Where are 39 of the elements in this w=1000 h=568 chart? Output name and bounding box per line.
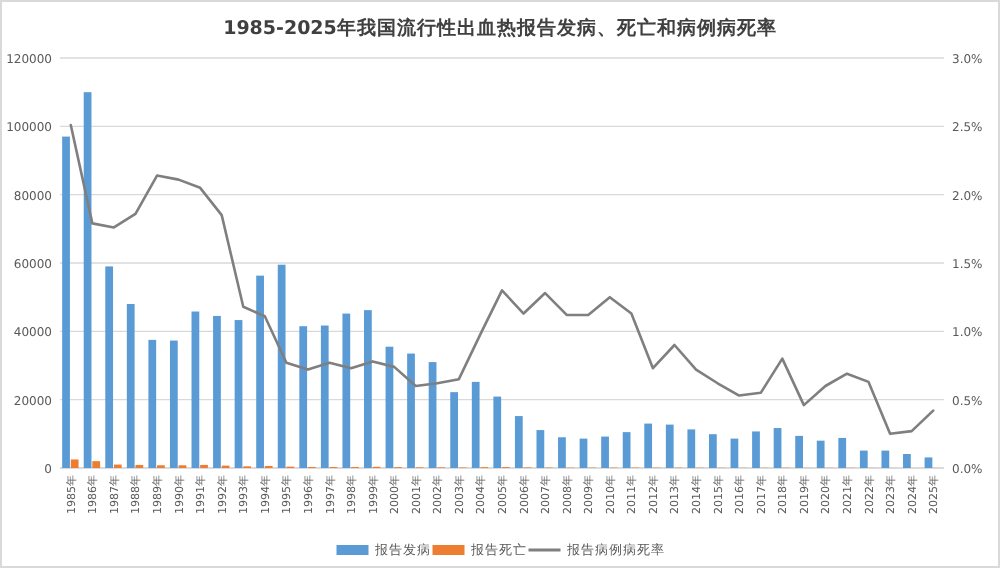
bar	[92, 461, 101, 468]
bar	[601, 436, 609, 468]
bar	[277, 264, 286, 468]
bar	[450, 392, 459, 468]
bar	[816, 440, 825, 468]
bar	[364, 310, 372, 468]
bar	[471, 381, 480, 468]
bar	[256, 275, 264, 468]
bar	[687, 429, 696, 468]
bar	[838, 437, 847, 468]
bar	[795, 435, 803, 468]
bar	[299, 326, 308, 468]
bar	[62, 136, 70, 468]
bar	[342, 313, 351, 468]
bar	[773, 428, 782, 468]
bar	[558, 437, 566, 468]
bar	[644, 423, 653, 468]
chart-title: 1985-2025年我国流行性出血热报告发病、死亡和病例病死率	[223, 16, 777, 40]
bar	[126, 304, 135, 468]
bar	[665, 424, 674, 468]
bar	[514, 416, 523, 468]
bar	[493, 396, 502, 468]
bar	[234, 320, 243, 468]
bar	[169, 340, 178, 468]
bar	[622, 432, 631, 468]
bar	[320, 325, 329, 468]
bar	[70, 459, 79, 468]
bar	[752, 431, 760, 468]
bar	[148, 339, 157, 468]
bar	[859, 450, 868, 468]
bar	[924, 457, 933, 468]
bar	[536, 430, 545, 468]
bar	[903, 453, 911, 468]
bar	[407, 353, 415, 468]
bar	[708, 434, 717, 468]
bar	[881, 450, 890, 468]
bar	[105, 266, 114, 468]
bar	[191, 311, 200, 468]
bar	[213, 315, 221, 468]
